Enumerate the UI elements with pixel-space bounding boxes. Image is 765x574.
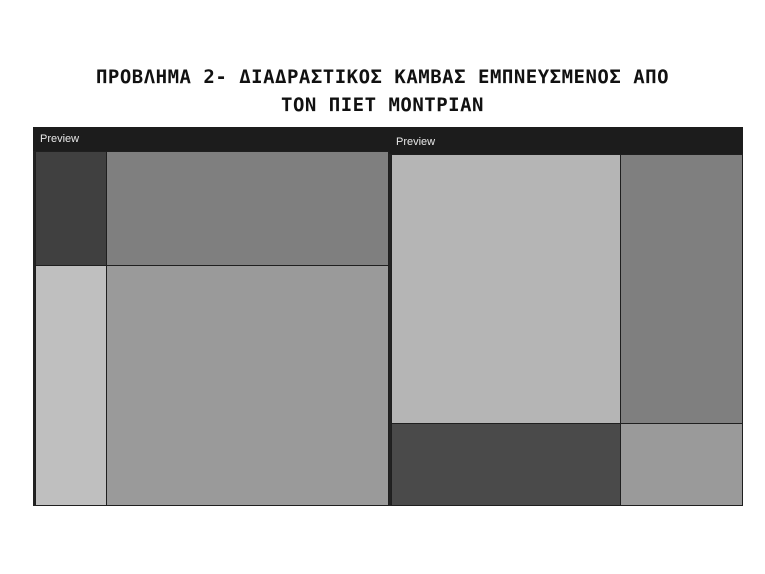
preview-panel-right: Preview bbox=[389, 127, 743, 506]
canvas-rect-bottom-left[interactable] bbox=[35, 265, 108, 506]
page-title-line-2: ΤΟΝ ΠΙΕΤ ΜΟΝΤΡΙΑΝ bbox=[281, 94, 484, 116]
canvas-rect-top-right[interactable] bbox=[106, 151, 389, 266]
canvas-rect-bottom-right[interactable] bbox=[620, 423, 743, 506]
canvas-rect-bottom-right[interactable] bbox=[106, 265, 389, 506]
preview-header-left: Preview bbox=[33, 127, 389, 151]
canvas-rect-top-left[interactable] bbox=[391, 154, 622, 424]
page-title-line-1: ΠΡΟΒΛΗΜΑ 2- ΔΙΑΔΡΑΣΤΙΚΟΣ ΚΑΜΒΑΣ ΕΜΠΝΕΥΣΜ… bbox=[95, 66, 670, 88]
canvas-rect-top-left[interactable] bbox=[35, 151, 108, 266]
preview-panel-left: Preview bbox=[33, 127, 389, 506]
canvas-rect-top-right[interactable] bbox=[620, 154, 743, 424]
preview-header-right: Preview bbox=[389, 127, 743, 154]
canvas-rect-bottom-left[interactable] bbox=[391, 423, 622, 506]
